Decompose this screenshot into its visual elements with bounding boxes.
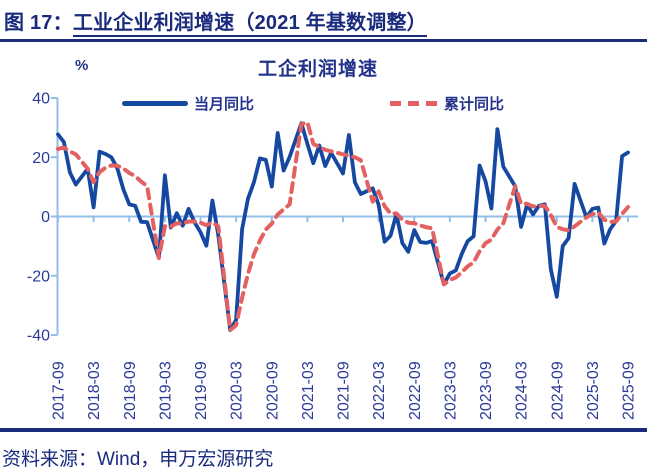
legend-item-cumulative: 累计同比	[390, 93, 504, 114]
y-tick-label: 20	[32, 150, 50, 167]
header-divider	[0, 39, 647, 42]
chart-title: 工企利润增速	[257, 59, 378, 80]
x-tick-label: 2019-09	[193, 361, 210, 420]
x-tick-label: 2020-09	[264, 361, 281, 420]
x-tick-label: 2021-09	[336, 361, 353, 420]
x-tick-label: 2023-09	[478, 361, 495, 420]
x-tick-label: 2018-03	[86, 361, 103, 420]
source-note: 资料来源：Wind，申万宏源研究	[2, 449, 274, 470]
x-tick-label: 2020-03	[229, 361, 246, 420]
x-tick-label: 2022-09	[407, 361, 424, 420]
y-tick-label: -40	[27, 328, 50, 345]
legend-dashed-line-swatch	[390, 101, 438, 106]
figure-number: 图 17：	[4, 12, 73, 34]
x-tick-label: 2019-03	[157, 361, 174, 420]
x-tick-label: 2018-09	[122, 361, 139, 420]
x-tick-label: 2025-03	[585, 361, 602, 420]
series-line-cumulative-yoy	[56, 120, 630, 332]
legend-item-monthly: 当月同比	[122, 93, 254, 114]
legend-label-cumulative: 累计同比	[444, 96, 505, 113]
legend-solid-line-swatch	[122, 101, 188, 106]
x-tick-label: 2024-03	[514, 361, 531, 420]
y-axis-unit-label: %	[75, 57, 89, 74]
y-tick-label: 40	[32, 91, 50, 108]
legend-label-monthly: 当月同比	[194, 96, 255, 113]
footer-divider	[0, 428, 647, 432]
x-tick-label: 2024-09	[549, 361, 566, 420]
x-tick-label: 2023-03	[442, 361, 459, 420]
x-tick-label: 2021-03	[300, 361, 317, 420]
y-tick-label: 0	[41, 209, 50, 226]
x-tick-label: 2025-09	[621, 361, 638, 420]
series-line-monthly-yoy	[56, 121, 630, 332]
y-tick-label: -20	[27, 268, 50, 285]
x-tick-label: 2017-09	[51, 361, 68, 420]
x-tick-label: 2022-03	[371, 361, 388, 420]
figure-title-text: 工业企业利润增速（2021 年基数调整）	[72, 12, 427, 37]
figure-title: 图 17：工业企业利润增速（2021 年基数调整）	[4, 6, 644, 37]
